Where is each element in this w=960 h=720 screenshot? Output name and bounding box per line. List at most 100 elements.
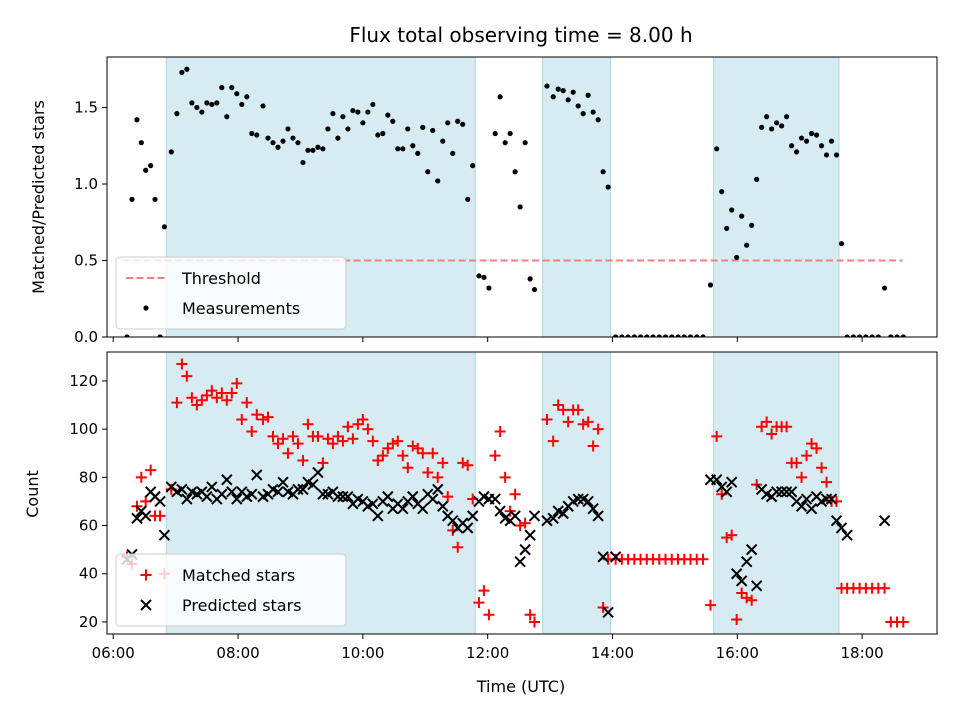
- measurements-point: [517, 204, 523, 210]
- matched-stars-point: [897, 616, 909, 628]
- matched-stars-point: [196, 394, 208, 406]
- matched-stars-point: [322, 433, 334, 445]
- measurements-point: [894, 334, 900, 337]
- matched-stars-point: [528, 616, 540, 628]
- matched-stars-point: [145, 464, 157, 476]
- count-panel: 20 40 60 80 100 120 06:00 08:00 10:00 12:00 14:00 1…: [69, 351, 938, 662]
- matched-stars-point: [557, 404, 569, 416]
- matched-stars-point: [541, 413, 553, 425]
- predicted-stars-point: [720, 486, 733, 498]
- measurements-point: [254, 132, 260, 138]
- measurements-point: [724, 225, 730, 231]
- measurements-point: [531, 286, 538, 293]
- measurements-point: [174, 111, 180, 117]
- measurements-point: [828, 138, 835, 144]
- predicted-stars-point: [795, 500, 808, 512]
- predicted-stars-point: [514, 555, 526, 568]
- measurements-point: [734, 254, 740, 261]
- measurements-point: [788, 143, 795, 149]
- measurements-point: [148, 163, 154, 169]
- measurements-point: [325, 126, 331, 132]
- matched-stars-point: [246, 426, 258, 438]
- measurements-point: [315, 144, 321, 150]
- measurements-point: [625, 334, 631, 337]
- observing-interval-band: [713, 56, 840, 338]
- predicted-stars-point: [332, 490, 344, 503]
- matched-stars-point: [437, 457, 449, 469]
- measurements-point: [350, 107, 356, 114]
- predicted-stars-point: [466, 510, 479, 522]
- matched-stars-point: [135, 471, 147, 483]
- measurements-point: [229, 85, 235, 91]
- legend-swatch-predicted-stars: [140, 599, 152, 611]
- measurements-point: [400, 146, 406, 152]
- matched-stars-point: [347, 433, 359, 445]
- predicted-stars-point: [841, 529, 853, 541]
- matched-stars-point: [499, 471, 511, 483]
- measurements-point: [875, 334, 881, 337]
- measurements-point: [239, 101, 245, 108]
- measurements-point: [244, 94, 250, 100]
- matched-stars-point: [362, 423, 374, 435]
- measurements-point: [445, 120, 451, 126]
- predicted-stars-point: [158, 529, 171, 541]
- matched-stars-point: [741, 592, 753, 604]
- measurements-point: [764, 114, 770, 120]
- y-axis-label-ratio: Matched/Predicted stars: [29, 100, 48, 294]
- measurements-point: [380, 130, 386, 137]
- matched-stars-point: [302, 418, 314, 430]
- matched-stars-point: [282, 447, 294, 459]
- legend-swatch-measurements: [143, 305, 149, 311]
- matched-stars-point: [452, 541, 464, 553]
- y-tick-label: 20: [79, 613, 98, 631]
- y-tick-label: 120: [69, 372, 98, 390]
- predicted-stars-point: [417, 502, 429, 515]
- measurements-point: [152, 196, 158, 202]
- predicted-stars-point: [750, 580, 763, 592]
- predicted-stars-point: [592, 510, 604, 522]
- measurements-point: [209, 101, 215, 108]
- measurements-point: [189, 100, 195, 106]
- predicted-stars-point: [597, 551, 609, 563]
- ratio-panel: 0.0 0.5 1.0 1.5 Threshold Measurements: [74, 56, 938, 346]
- predicted-stars-point: [307, 478, 319, 491]
- legend: Threshold Measurements: [115, 256, 347, 330]
- measurements-point: [124, 334, 130, 337]
- matched-stars-point: [711, 430, 723, 442]
- measurements-point: [803, 138, 810, 144]
- predicted-stars-point: [397, 502, 409, 515]
- matched-stars-point: [287, 430, 299, 442]
- matched-stars-point: [171, 397, 183, 409]
- x-tick-label: 14:00: [591, 644, 634, 662]
- matched-stars-point: [781, 421, 793, 433]
- matched-stars-point: [327, 438, 339, 450]
- matched-stars-point: [191, 399, 203, 411]
- measurements-point: [631, 334, 637, 337]
- measurements-point: [585, 92, 591, 98]
- measurements-point: [565, 97, 571, 103]
- measurements-point: [385, 112, 391, 118]
- predicted-stars-point: [800, 493, 813, 505]
- matched-stars-point: [572, 404, 584, 416]
- legend: Matched stars Predicted stars: [115, 553, 347, 627]
- matched-stars-point: [562, 416, 574, 428]
- predicted-stars-point: [246, 488, 258, 500]
- matched-stars-point: [756, 421, 768, 433]
- y-tick-label: 1.5: [74, 98, 98, 116]
- matched-stars-point: [397, 450, 409, 462]
- predicted-stars-point: [317, 488, 329, 500]
- measurements-point: [370, 101, 376, 108]
- measurements-point: [823, 152, 830, 158]
- measurements-point: [707, 282, 714, 288]
- measurements-point: [637, 334, 644, 337]
- legend-label-matched-stars: Matched stars: [182, 566, 295, 585]
- matched-stars-point: [241, 397, 253, 409]
- y-tick-label: 80: [79, 468, 98, 486]
- measurements-point: [774, 120, 780, 126]
- predicted-stars-point: [587, 502, 599, 515]
- legend-swatch-matched-stars: [140, 569, 152, 581]
- y-tick-label: 1.0: [74, 175, 98, 193]
- predicted-stars-point: [489, 493, 501, 505]
- measurements-point: [335, 135, 341, 141]
- measurements-point: [285, 126, 291, 132]
